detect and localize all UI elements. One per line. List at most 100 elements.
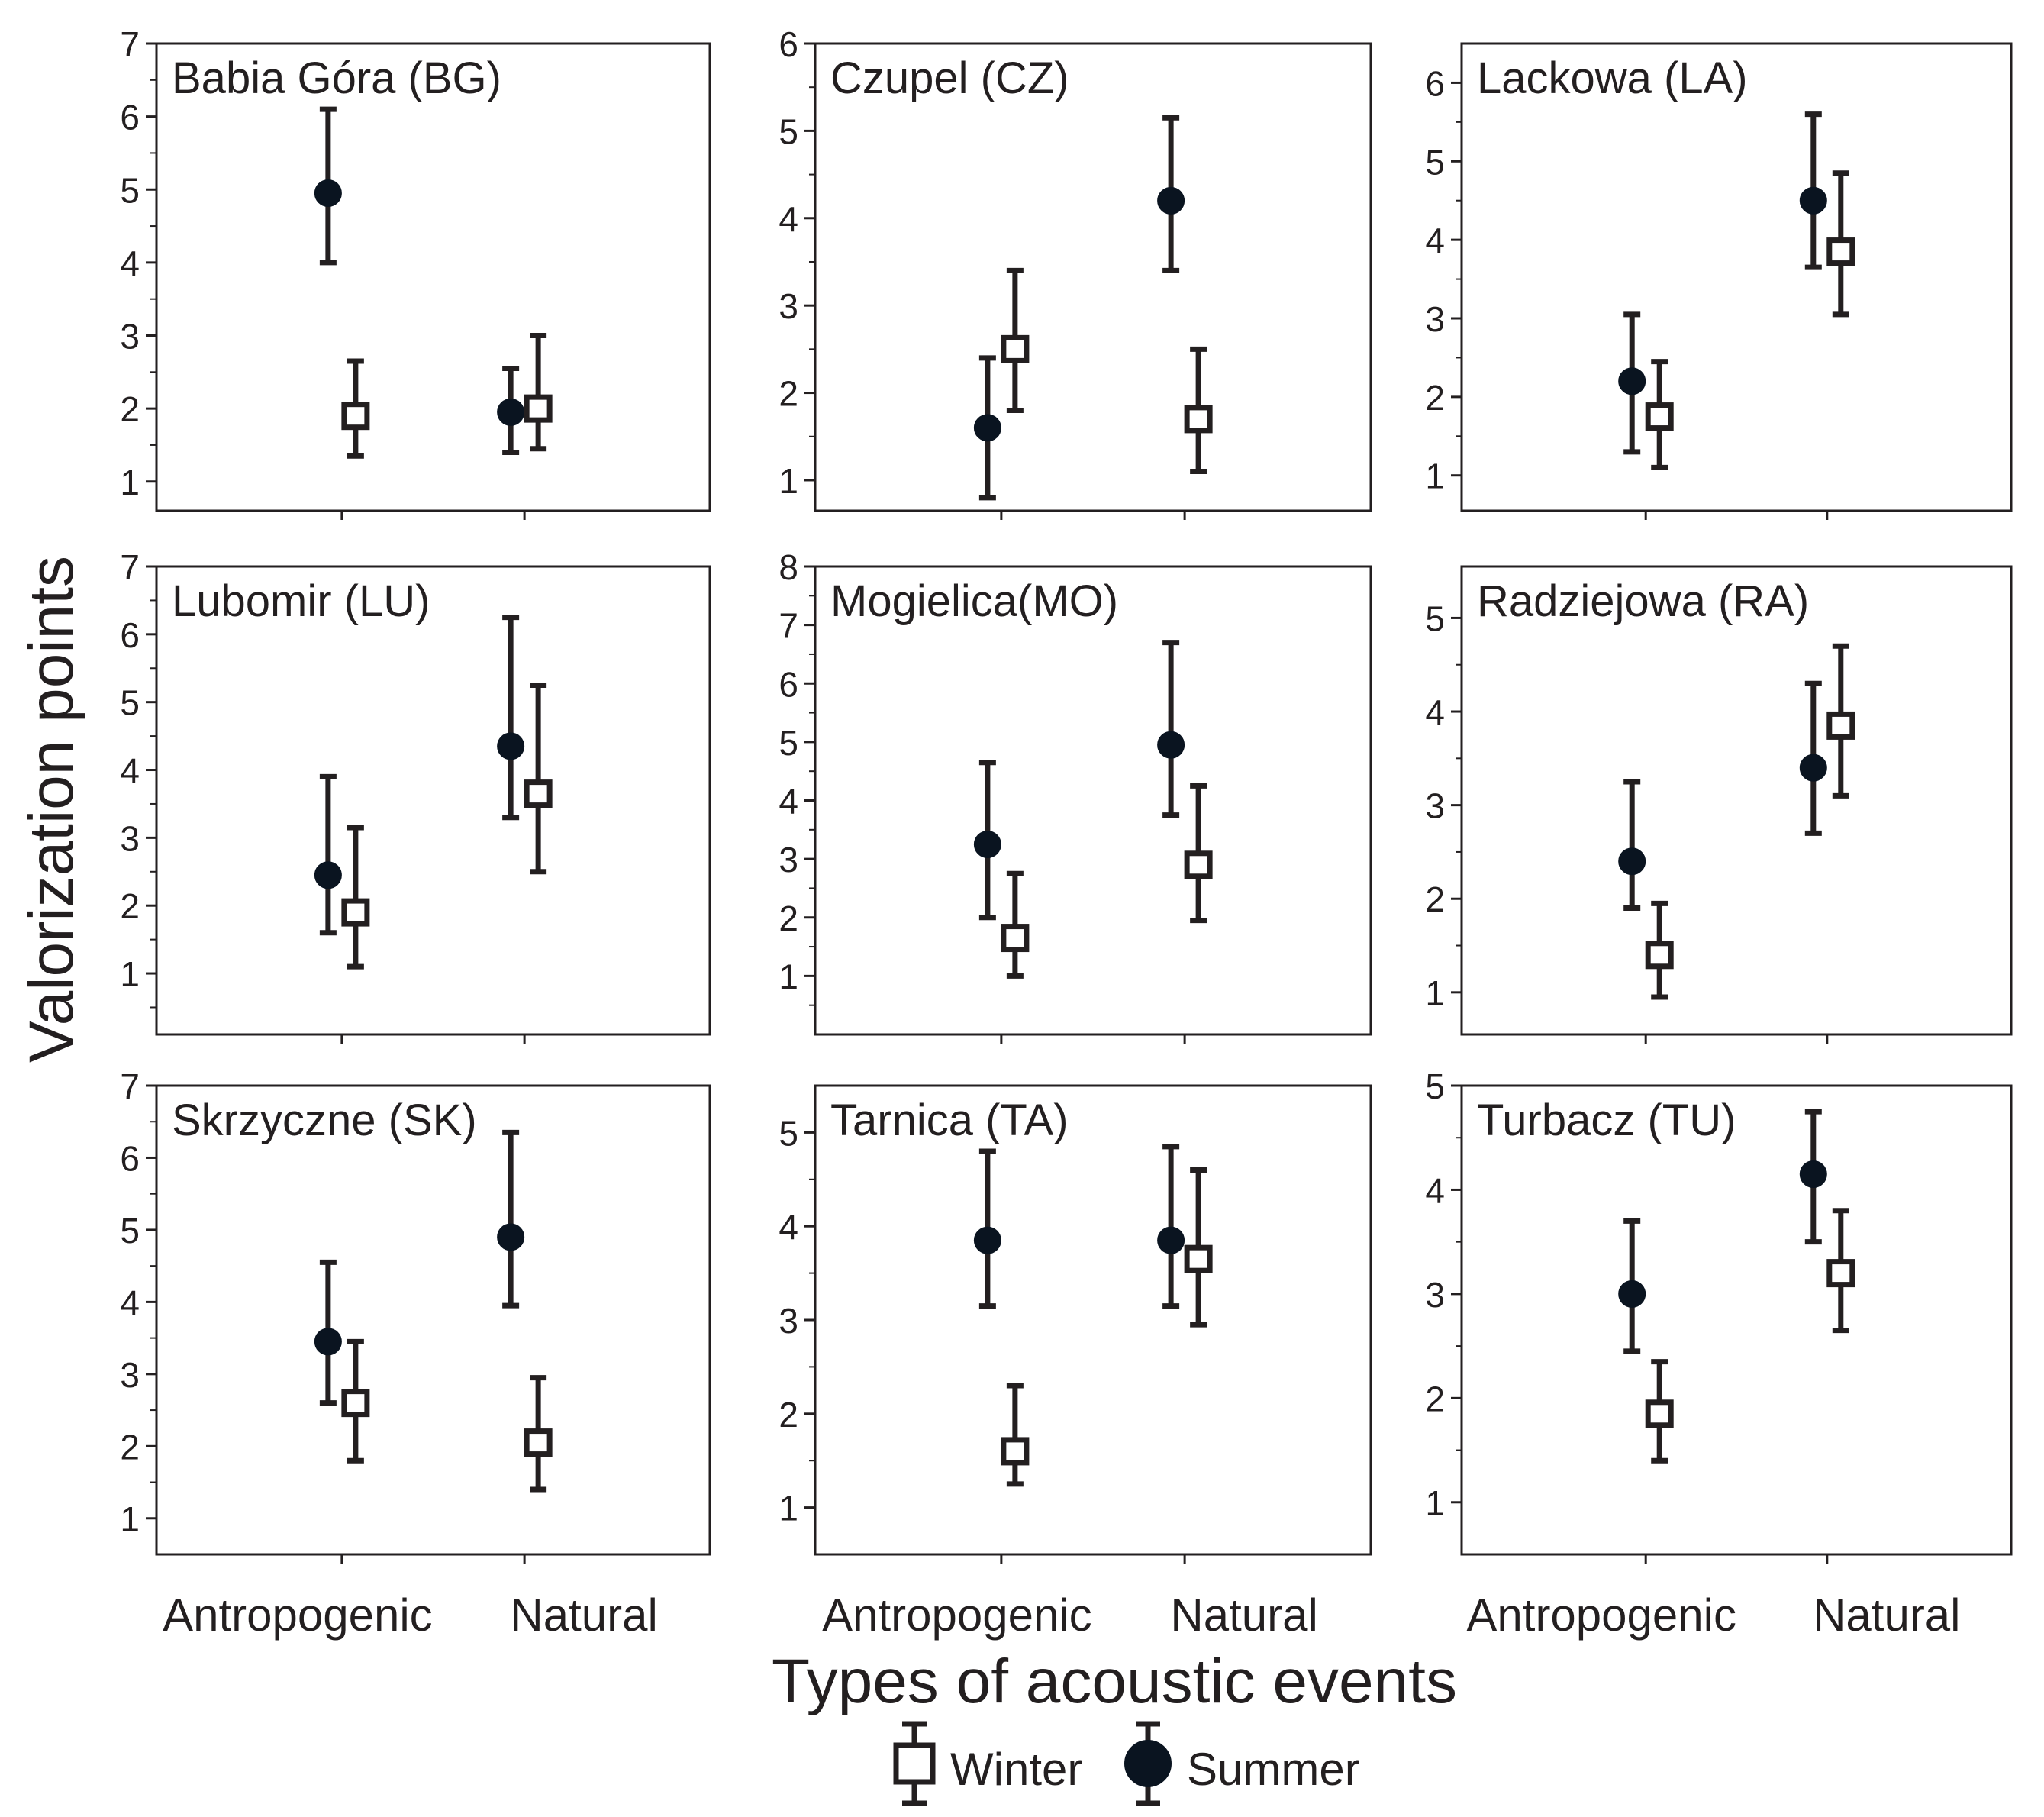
winter-mean-point bbox=[1184, 850, 1213, 879]
y-tick-label: 1 bbox=[120, 954, 140, 994]
legend: Winter Summer bbox=[893, 1721, 1360, 1806]
winter-mean-point bbox=[1826, 1259, 1855, 1288]
winter-mean-point bbox=[341, 898, 370, 927]
winter-mean-point bbox=[1645, 941, 1674, 970]
y-tick-label: 3 bbox=[120, 1355, 140, 1395]
panel-frame bbox=[155, 565, 711, 1036]
panel-frame bbox=[1460, 565, 2013, 1036]
summer-mean-point bbox=[1799, 754, 1827, 782]
panel-title: Turbacz (TU) bbox=[1477, 1096, 1736, 1145]
summer-mean-point bbox=[497, 398, 525, 426]
panel-title: Lackowa (LA) bbox=[1477, 53, 1748, 103]
panel-title: Radziejowa (RA) bbox=[1477, 576, 1809, 626]
winter-mean-point bbox=[1645, 402, 1674, 431]
y-tick-label: 4 bbox=[1425, 221, 1445, 260]
summer-mean-point bbox=[1157, 1226, 1185, 1254]
panel-frame bbox=[814, 565, 1372, 1036]
summer-mean-point bbox=[1157, 186, 1185, 215]
y-tick-label: 1 bbox=[1425, 973, 1445, 1013]
y-tick-label: 3 bbox=[1425, 1275, 1445, 1315]
summer-mean-point bbox=[497, 1223, 525, 1251]
panel-2: Czupel (CZ) 1 2 3 4 5 6 bbox=[779, 24, 1372, 520]
y-tick-label: 4 bbox=[120, 1283, 140, 1322]
y-tick-label: 6 bbox=[120, 98, 140, 137]
y-tick-label: 7 bbox=[779, 606, 798, 646]
panel-frame bbox=[1460, 42, 2013, 512]
x-category-label: Natural bbox=[510, 1589, 657, 1641]
y-tick-label: 3 bbox=[120, 818, 140, 858]
panel-frame bbox=[155, 1084, 711, 1556]
panel-title: Skrzyczne (SK) bbox=[172, 1096, 477, 1145]
summer-mean-point bbox=[1157, 731, 1185, 759]
x-category-label: Natural bbox=[1170, 1589, 1317, 1641]
winter-mean-point bbox=[1826, 711, 1855, 740]
y-tick-label: 5 bbox=[779, 723, 798, 763]
summer-mean-point bbox=[973, 830, 1001, 858]
y-tick-label: 3 bbox=[1425, 299, 1445, 339]
x-category-label: Antropogenic bbox=[163, 1589, 433, 1641]
legend-winter-label: Winter bbox=[950, 1744, 1082, 1795]
panel-frame bbox=[155, 42, 711, 512]
y-tick-label: 7 bbox=[120, 1067, 140, 1106]
y-tick-label: 5 bbox=[779, 111, 798, 151]
winter-mean-point bbox=[1184, 1244, 1213, 1273]
y-tick-label: 3 bbox=[779, 1301, 798, 1341]
y-tick-label: 2 bbox=[1425, 1379, 1445, 1418]
y-tick-label: 6 bbox=[779, 24, 798, 64]
y-tick-label: 8 bbox=[779, 547, 798, 587]
summer-mean-point bbox=[314, 1328, 342, 1356]
legend-summer-marker bbox=[1124, 1721, 1172, 1806]
y-tick-label: 5 bbox=[120, 683, 140, 723]
winter-mean-point bbox=[524, 1428, 553, 1457]
y-tick-label: 5 bbox=[1425, 142, 1445, 182]
winter-mean-point bbox=[1001, 1437, 1030, 1466]
panel-title: Tarnica (TA) bbox=[830, 1096, 1069, 1145]
panel-7: Skrzyczne (SK) 1 2 3 4 5 6 7 Antropogenic Natural bbox=[120, 1067, 711, 1641]
x-category-label: Antropogenic bbox=[822, 1589, 1092, 1641]
y-tick-label: 3 bbox=[120, 317, 140, 357]
y-tick-label: 1 bbox=[779, 1489, 798, 1528]
winter-mean-point bbox=[524, 779, 553, 808]
panel-1: Babia Góra (BG) 1 2 3 4 5 6 7 bbox=[120, 24, 711, 520]
panel-9: Turbacz (TU) 1 2 3 4 5 Antropogenic Natural bbox=[1425, 1067, 2013, 1641]
panel-frame bbox=[814, 1084, 1372, 1556]
summer-mean-point bbox=[314, 179, 342, 208]
winter-mean-point bbox=[524, 394, 553, 423]
y-tick-label: 2 bbox=[1425, 879, 1445, 919]
summer-mean-point bbox=[1618, 847, 1646, 876]
y-tick-label: 4 bbox=[1425, 1170, 1445, 1210]
summer-mean-point bbox=[1799, 186, 1827, 215]
panel-3: Lackowa (LA) 1 2 3 4 5 6 bbox=[1425, 42, 2013, 520]
y-tick-label: 1 bbox=[120, 463, 140, 502]
y-tick-label: 6 bbox=[1425, 63, 1445, 103]
x-axis-label: Types of acoustic events bbox=[772, 1647, 1457, 1716]
y-tick-label: 1 bbox=[1425, 1483, 1445, 1523]
y-tick-label: 6 bbox=[120, 1138, 140, 1178]
y-tick-label: 1 bbox=[779, 461, 798, 501]
y-tick-label: 1 bbox=[1425, 457, 1445, 496]
legend-winter-marker bbox=[893, 1721, 936, 1806]
y-tick-label: 2 bbox=[1425, 378, 1445, 418]
winter-mean-point bbox=[1001, 924, 1030, 953]
panel-title: Lubomir (LU) bbox=[172, 576, 430, 626]
summer-mean-point bbox=[1799, 1160, 1827, 1188]
panel-5: Mogielica(MO) 1 2 3 4 5 6 7 8 bbox=[779, 547, 1372, 1044]
y-tick-label: 2 bbox=[779, 374, 798, 414]
y-tick-label: 6 bbox=[779, 664, 798, 704]
y-tick-label: 5 bbox=[779, 1113, 798, 1153]
panel-frame bbox=[1460, 1084, 2013, 1556]
y-tick-label: 2 bbox=[120, 1427, 140, 1467]
panel-6: Radziejowa (RA) 1 2 3 4 5 bbox=[1425, 565, 2013, 1044]
panel-8: Tarnica (TA) 1 2 3 4 5 Antropogenic Natural bbox=[779, 1084, 1372, 1641]
panel-4: Lubomir (LU) 1 2 3 4 5 6 7 bbox=[120, 547, 711, 1044]
y-tick-label: 6 bbox=[120, 615, 140, 655]
legend-summer-label: Summer bbox=[1187, 1744, 1360, 1795]
panel-frame bbox=[814, 42, 1372, 512]
x-category-label: Natural bbox=[1813, 1589, 1960, 1641]
y-tick-label: 4 bbox=[120, 244, 140, 283]
winter-mean-point bbox=[1645, 1399, 1674, 1428]
y-tick-label: 2 bbox=[120, 886, 140, 926]
winter-mean-point bbox=[341, 402, 370, 431]
y-tick-label: 1 bbox=[779, 957, 798, 996]
